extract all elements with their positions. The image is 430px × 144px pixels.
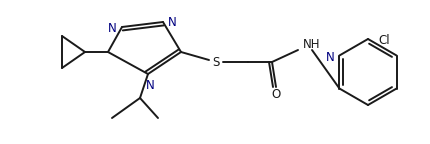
Text: N: N xyxy=(168,17,177,30)
Text: N: N xyxy=(326,51,335,64)
Text: O: O xyxy=(271,88,281,101)
Text: N: N xyxy=(146,79,154,92)
Text: NH: NH xyxy=(303,38,320,52)
Text: Cl: Cl xyxy=(378,34,390,47)
Text: S: S xyxy=(212,55,220,69)
Text: N: N xyxy=(108,21,117,35)
